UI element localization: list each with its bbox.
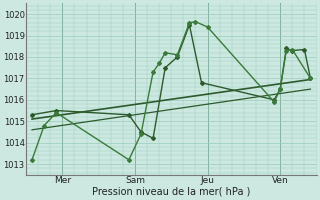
X-axis label: Pression niveau de la mer( hPa ): Pression niveau de la mer( hPa ) [92, 187, 251, 197]
